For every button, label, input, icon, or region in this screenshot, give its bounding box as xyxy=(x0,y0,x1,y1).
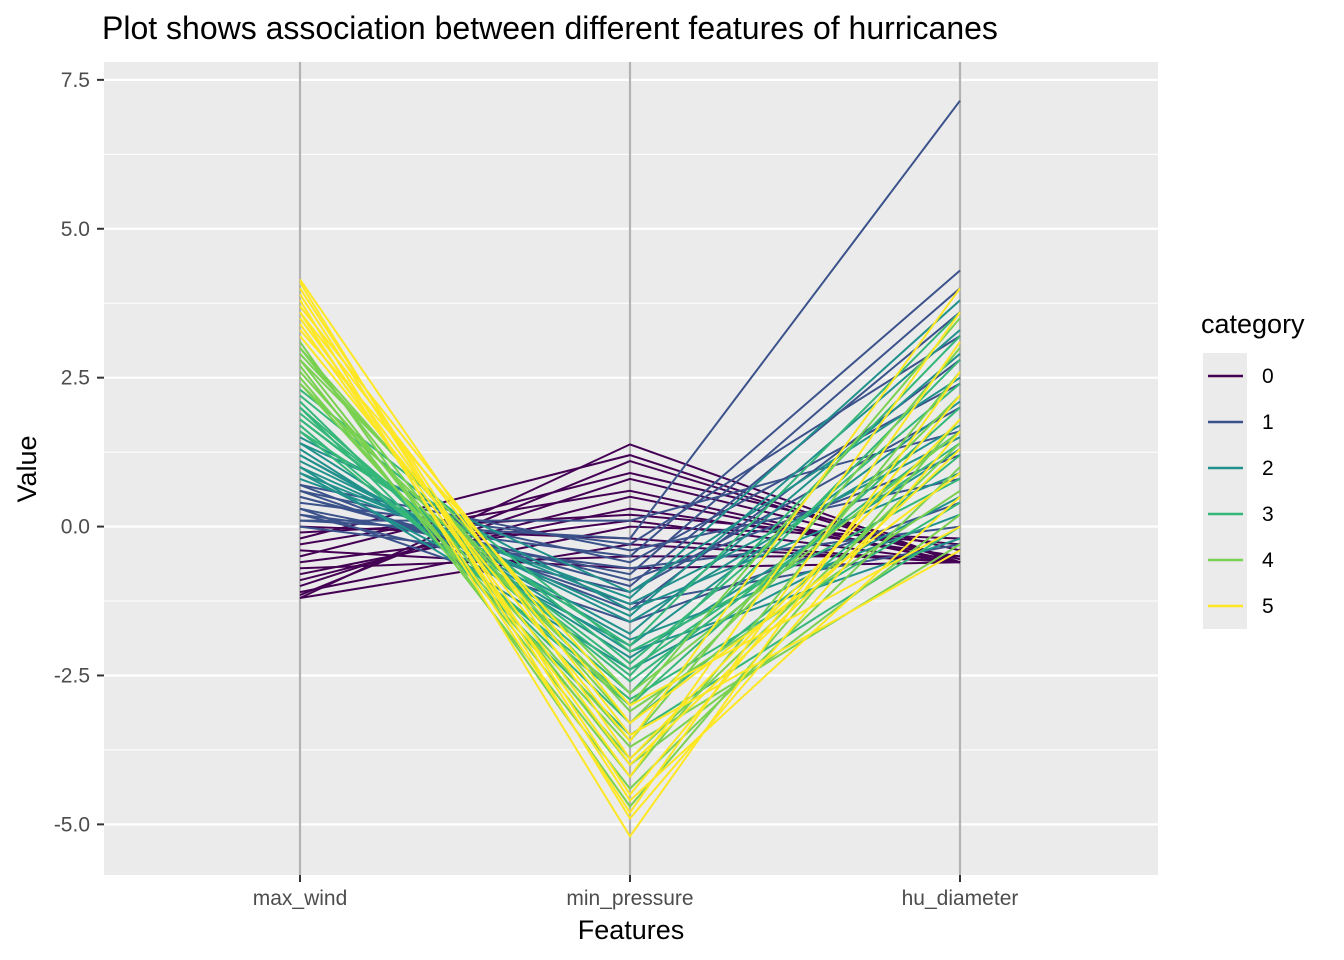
series-line xyxy=(299,365,961,791)
legend-label-4: 4 xyxy=(1262,549,1274,572)
series-line xyxy=(299,281,961,821)
series-line xyxy=(299,287,961,743)
series-line xyxy=(299,353,961,713)
series-line xyxy=(299,388,961,653)
series-line xyxy=(299,278,961,761)
y-axis-ticks: 7.5 5.0 2.5 0.0 -2.5 -5.0 xyxy=(54,69,104,836)
series-line xyxy=(299,424,961,624)
series-line xyxy=(299,525,961,570)
y-tick-label: 2.5 xyxy=(61,367,90,390)
legend-label-3: 3 xyxy=(1262,503,1274,526)
series-line xyxy=(299,293,961,803)
series-lines xyxy=(299,100,961,839)
series-line xyxy=(299,287,961,797)
legend-label-0: 0 xyxy=(1262,365,1274,388)
x-tick-label-min_pressure: min_pressure xyxy=(566,887,693,910)
y-tick-label: 7.5 xyxy=(61,69,90,92)
series-5 xyxy=(299,278,961,839)
x-axis-ticks: max_wind min_pressure hu_diameter xyxy=(253,875,1019,910)
legend-label-1: 1 xyxy=(1262,411,1274,434)
x-tick-label-max_wind: max_wind xyxy=(253,887,348,910)
legend-label-2: 2 xyxy=(1262,457,1274,480)
chart-title: Plot shows association between different… xyxy=(102,10,998,46)
x-axis-title: Features xyxy=(578,915,685,945)
series-line xyxy=(299,311,961,737)
legend-title: category xyxy=(1201,309,1305,339)
series-line xyxy=(299,299,961,839)
y-tick-label: 0.0 xyxy=(61,516,90,539)
y-tick-label: -2.5 xyxy=(54,664,90,687)
series-line xyxy=(299,430,961,701)
y-tick-label: -5.0 xyxy=(54,813,90,836)
series-line xyxy=(299,329,961,707)
series-line xyxy=(299,317,961,767)
series-line xyxy=(299,305,961,725)
legend-label-5: 5 xyxy=(1262,595,1274,618)
series-line xyxy=(299,311,961,779)
x-tick-label-hu_diameter: hu_diameter xyxy=(902,887,1019,910)
series-line xyxy=(299,525,961,594)
legend: category 0 1 2 3 4 5 xyxy=(1201,309,1305,629)
y-tick-label: 5.0 xyxy=(61,218,90,241)
y-axis-title: Value xyxy=(12,435,42,502)
series-line xyxy=(299,454,961,582)
series-line xyxy=(299,382,961,665)
